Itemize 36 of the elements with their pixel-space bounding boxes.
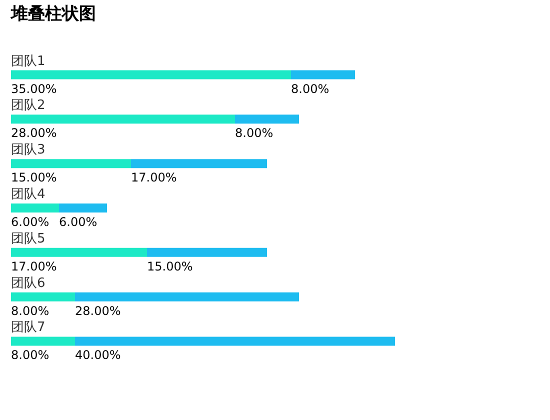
- data-label: 8.00%: [11, 348, 50, 362]
- data-label: 6.00%: [59, 215, 98, 229]
- data-label: 28.00%: [11, 126, 57, 140]
- data-label: 35.00%: [11, 82, 57, 96]
- data-label: 17.00%: [131, 170, 177, 185]
- y-tick-label: 团队2: [11, 98, 46, 114]
- data-label: 15.00%: [11, 170, 57, 185]
- bar: [11, 248, 147, 257]
- bar: [147, 248, 267, 257]
- y-tick-label: 团队5: [11, 231, 46, 246]
- y-tick-label: 团队4: [11, 187, 46, 202]
- y-tick-label: 团队6: [11, 276, 46, 291]
- bar: [11, 336, 75, 346]
- bar: [11, 114, 235, 124]
- y-tick-label: 团队7: [11, 320, 46, 336]
- chart-title: 堆叠柱状图: [10, 4, 96, 24]
- data-label: 8.00%: [11, 304, 50, 318]
- data-label: 6.00%: [11, 215, 50, 229]
- bar: [59, 204, 107, 212]
- data-label: 40.00%: [75, 348, 121, 362]
- data-label: 28.00%: [75, 304, 121, 318]
- bar: [11, 204, 59, 212]
- bar: [75, 336, 395, 346]
- data-label: 15.00%: [147, 259, 193, 274]
- bar: [11, 159, 131, 168]
- bar: [11, 292, 75, 302]
- bar: [131, 159, 267, 168]
- bar: [11, 70, 291, 80]
- data-label: 17.00%: [11, 259, 57, 274]
- data-label: 8.00%: [291, 82, 330, 96]
- bar: [75, 292, 299, 302]
- data-label: 8.00%: [235, 126, 274, 140]
- y-tick-label: 团队3: [11, 142, 46, 158]
- bar: [235, 114, 299, 124]
- bar: [291, 70, 355, 80]
- y-tick-label: 团队1: [11, 54, 46, 69]
